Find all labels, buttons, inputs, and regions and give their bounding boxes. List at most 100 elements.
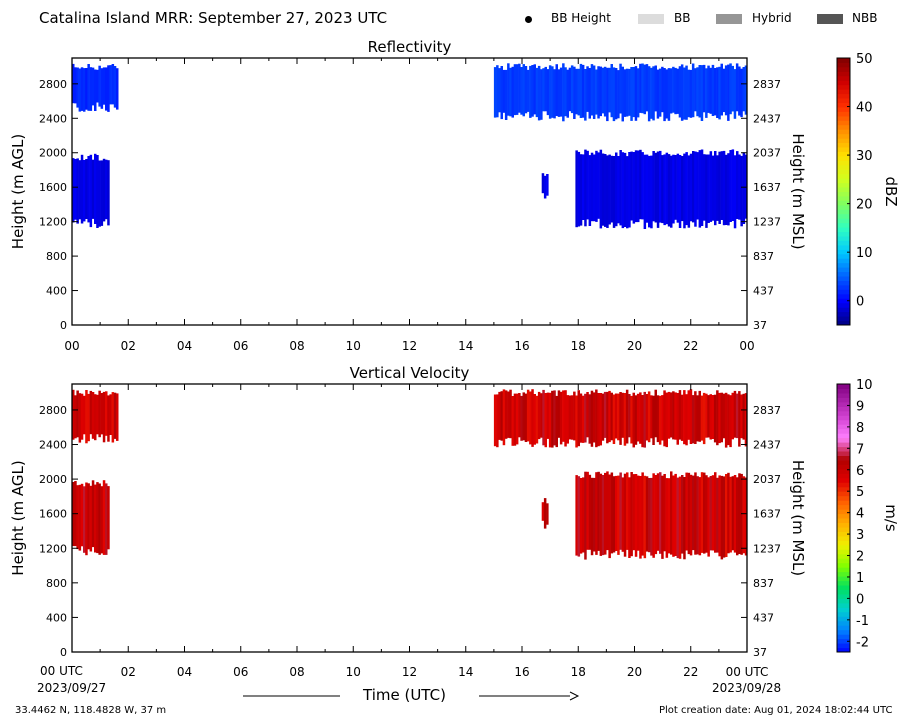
heatmap-cell-column [623, 393, 627, 446]
colorbar-tick-label: 0 [856, 295, 864, 310]
colorbar-segment [837, 464, 850, 470]
legend-label-bb-height: BB Height [551, 11, 611, 25]
heatmap-cell-column [500, 66, 503, 120]
heatmap-cell-column [85, 159, 88, 219]
heatmap-cell-column [713, 394, 717, 443]
colorbar-segment [837, 540, 850, 546]
heatmap-cell-column [736, 477, 739, 556]
x-tick-label: 20 [627, 665, 642, 679]
heatmap-cell-column [577, 390, 580, 447]
x-axis-label: Time (UTC) [363, 686, 446, 704]
colorbar-segment [837, 451, 850, 456]
heatmap-cell-column [736, 151, 739, 219]
colorbar-segment [837, 406, 850, 412]
x-tick-label: 04 [177, 665, 192, 679]
x-tick-label: 14 [458, 665, 473, 679]
colorbar-segment [837, 209, 850, 215]
heatmap-cell-column [628, 477, 631, 558]
heatmap-cell-column [109, 394, 112, 435]
heatmap-cell-column [740, 155, 743, 227]
heatmap-cell-column [555, 64, 558, 116]
colorbar-segment [837, 424, 850, 430]
heatmap-cell-column [652, 473, 655, 558]
heatmap-layer [72, 389, 747, 560]
heatmap-cell-column [626, 472, 629, 550]
heatmap-cell-column [647, 391, 651, 443]
heatmap-cell-column [513, 393, 517, 446]
x-tick-label: 02 [121, 339, 136, 353]
heatmap-cell-column [89, 390, 93, 435]
x-tick-label: 06 [233, 665, 248, 679]
colorbar-segment [837, 102, 850, 108]
colorbar-segment [837, 80, 850, 86]
colorbar-segment [837, 276, 850, 281]
colorbar-segment [837, 138, 850, 143]
heatmap-cell-column [502, 389, 506, 446]
heatmap-cell-column [76, 67, 79, 108]
heatmap-cell-column [87, 483, 90, 550]
heatmap-cell-column [579, 393, 583, 443]
heatmap-cell-column [720, 63, 723, 116]
colorbar-segment [837, 535, 850, 541]
heatmap-cell-column [579, 154, 583, 226]
heatmap-cell-column [674, 67, 677, 115]
colorbar-tick-label: 8 [856, 421, 864, 436]
heatmap-cell-column [509, 67, 512, 117]
colorbar-segment [837, 151, 850, 157]
y-right-tick-label: 2037 [753, 147, 781, 160]
heatmap-cell-column [656, 473, 660, 551]
heatmap-cell-column [590, 64, 594, 116]
heatmap-cell-column [91, 159, 95, 219]
heatmap-cell-column [564, 390, 567, 447]
heatmap-cell-column [650, 67, 653, 119]
y-axis-label-right: Height (m MSL) [789, 133, 807, 249]
heatmap-cell-column [524, 66, 528, 114]
heatmap-cell-column [643, 391, 646, 448]
x-tick-label: 16 [514, 665, 529, 679]
colorbar-segment [837, 509, 850, 515]
heatmap-cell-column [689, 474, 693, 556]
y-tick-label: 2800 [39, 404, 67, 417]
colorbar-segment [837, 191, 850, 197]
heatmap-cell-column [669, 392, 673, 438]
colorbar-segment [837, 249, 850, 255]
heatmap-cell-column [515, 393, 519, 445]
colorbar-segment [837, 576, 850, 582]
colorbar-segment [837, 616, 850, 622]
x-tick-label: 10 [346, 665, 361, 679]
colorbar-segment [837, 437, 850, 443]
heatmap-cell-column [102, 158, 106, 222]
heatmap-cell-column [107, 65, 110, 112]
heatmap-cell-column [72, 158, 75, 223]
heatmap-cell-column [678, 476, 682, 559]
heatmap-cell-column [590, 390, 594, 447]
heatmap-cell-column [632, 392, 635, 448]
colorbar-segment [837, 253, 850, 259]
colorbar-segment [837, 316, 850, 321]
heatmap-cell-column [663, 390, 666, 447]
heatmap-cell-column [676, 477, 680, 559]
heatmap-cell-column [111, 392, 115, 443]
colorbar-segment [837, 397, 850, 403]
heatmap-cell-column [665, 152, 669, 225]
heatmap-cell-column [639, 392, 642, 444]
heatmap-cell-column [659, 150, 662, 223]
heatmap-cell-column [507, 63, 510, 116]
colorbar-segment [837, 459, 850, 465]
heatmap-cell-column [720, 392, 723, 443]
heatmap-cell-column [606, 155, 609, 228]
heatmap-cell-column [566, 395, 569, 444]
x-tick-label: 02 [121, 665, 136, 679]
heatmap-cell-column [105, 483, 108, 555]
heatmap-cell-column [612, 156, 616, 228]
heatmap-cell-column [597, 393, 600, 447]
heatmap-cell-column [724, 65, 728, 116]
heatmap-cell-column [658, 395, 662, 445]
heatmap-cell-column [96, 155, 99, 228]
heatmap-cell-column [575, 395, 578, 448]
colorbar-segment [837, 544, 850, 550]
heatmap-cell-column [526, 389, 530, 442]
heatmap-cell-column [87, 64, 90, 111]
heatmap-cell-column [80, 393, 84, 440]
heatmap-cell-column [713, 68, 717, 116]
